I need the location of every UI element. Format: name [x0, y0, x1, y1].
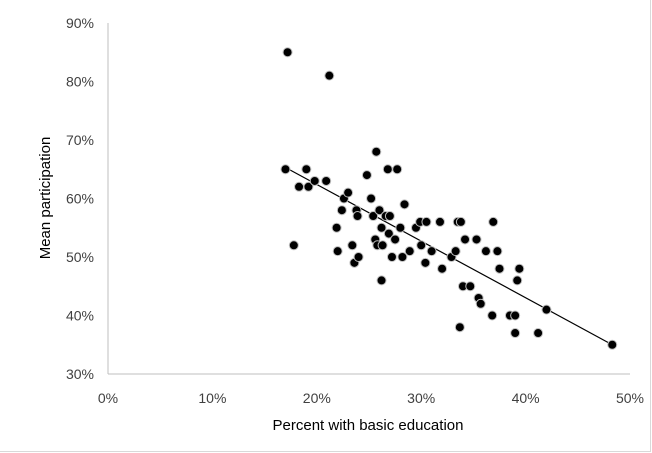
data-point	[416, 240, 427, 251]
data-point	[301, 164, 312, 175]
data-point	[404, 246, 415, 257]
data-point	[607, 339, 618, 350]
data-point	[366, 193, 377, 204]
data-point	[487, 310, 498, 321]
data-point	[390, 234, 401, 245]
x-tick-label: 20%	[303, 390, 331, 406]
data-point	[426, 246, 437, 257]
y-tick-label: 50%	[66, 249, 94, 265]
data-point	[392, 164, 403, 175]
y-tick-label: 80%	[66, 74, 94, 90]
data-point	[384, 211, 395, 222]
data-point	[377, 240, 388, 251]
y-tick-label: 30%	[66, 366, 94, 382]
data-point	[376, 275, 387, 286]
data-point	[347, 240, 358, 251]
data-point	[420, 257, 431, 268]
data-point	[361, 170, 372, 181]
data-point	[368, 211, 379, 222]
data-point	[471, 234, 482, 245]
data-point	[386, 252, 397, 262]
data-point	[376, 222, 387, 233]
data-point	[371, 146, 382, 157]
data-point	[324, 70, 335, 81]
data-point	[437, 263, 448, 274]
data-point	[460, 234, 471, 245]
data-point	[352, 211, 363, 222]
data-point	[383, 228, 394, 239]
data-point	[454, 322, 465, 333]
data-point	[288, 240, 299, 251]
data-point	[343, 187, 354, 198]
data-point	[480, 246, 491, 257]
data-point	[353, 252, 364, 262]
data-point	[434, 216, 445, 227]
data-point	[294, 181, 305, 192]
x-tick-label: 50%	[616, 390, 644, 406]
data-point	[465, 281, 476, 292]
y-tick-label: 40%	[66, 308, 94, 324]
data-point	[533, 328, 544, 339]
data-point	[395, 222, 406, 233]
data-point	[488, 216, 499, 227]
data-point	[492, 246, 503, 257]
y-tick-label: 70%	[66, 132, 94, 148]
data-point	[282, 47, 293, 58]
y-axis-label: Mean participation	[37, 137, 54, 260]
x-tick-label: 30%	[407, 390, 435, 406]
data-point	[321, 175, 332, 186]
x-tick-label: 40%	[512, 390, 540, 406]
data-point	[450, 246, 461, 257]
data-point	[382, 164, 393, 175]
data-point	[510, 310, 521, 321]
data-point	[280, 164, 291, 175]
x-tick-label: 0%	[98, 390, 118, 406]
data-point	[331, 222, 342, 233]
data-point	[510, 328, 521, 339]
data-point	[397, 252, 408, 262]
data-point	[514, 263, 525, 274]
x-tick-label: 10%	[198, 390, 226, 406]
data-point	[399, 199, 410, 210]
data-point	[374, 205, 385, 216]
x-axis-label: Percent with basic education	[273, 417, 464, 434]
data-point	[455, 216, 466, 227]
y-tick-label: 90%	[66, 15, 94, 31]
data-point	[475, 298, 486, 309]
data-point	[336, 205, 347, 216]
data-point	[512, 275, 523, 286]
y-tick-label: 60%	[66, 191, 94, 207]
data-point	[303, 181, 314, 192]
data-point	[494, 263, 505, 274]
data-point	[541, 304, 552, 315]
data-point	[332, 246, 343, 257]
data-point	[421, 216, 432, 227]
data-point	[309, 175, 320, 186]
